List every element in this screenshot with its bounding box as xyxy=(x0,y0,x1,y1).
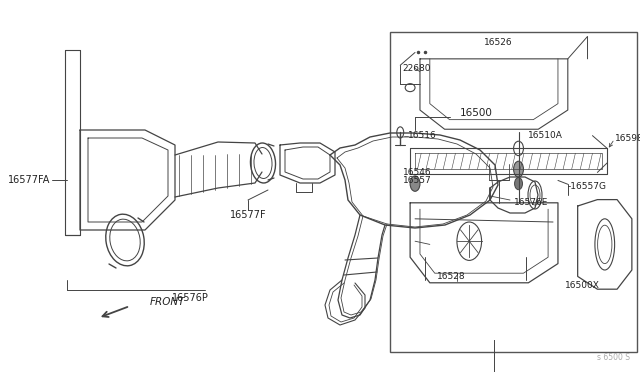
Text: 16598: 16598 xyxy=(614,134,640,143)
Text: 16577FA: 16577FA xyxy=(8,175,50,185)
Text: 16500: 16500 xyxy=(460,108,493,118)
Text: 16557: 16557 xyxy=(403,176,431,185)
Text: 16576E: 16576E xyxy=(513,198,548,207)
Text: 16528: 16528 xyxy=(437,272,466,281)
Text: 16546: 16546 xyxy=(403,168,431,177)
Text: 16510A: 16510A xyxy=(529,131,563,140)
Bar xyxy=(390,32,637,352)
Text: FRONT: FRONT xyxy=(150,297,186,307)
Ellipse shape xyxy=(514,161,524,177)
Text: -16557G: -16557G xyxy=(568,182,607,191)
Text: s 6500 S: s 6500 S xyxy=(597,353,630,362)
Text: 16576P: 16576P xyxy=(172,293,209,303)
Text: 16577F: 16577F xyxy=(230,210,266,220)
Text: 16500X: 16500X xyxy=(565,282,600,291)
Text: 16516: 16516 xyxy=(408,131,436,140)
Ellipse shape xyxy=(410,176,420,191)
Text: 22680: 22680 xyxy=(403,64,431,73)
Text: 16526: 16526 xyxy=(484,38,513,47)
Ellipse shape xyxy=(515,177,522,190)
